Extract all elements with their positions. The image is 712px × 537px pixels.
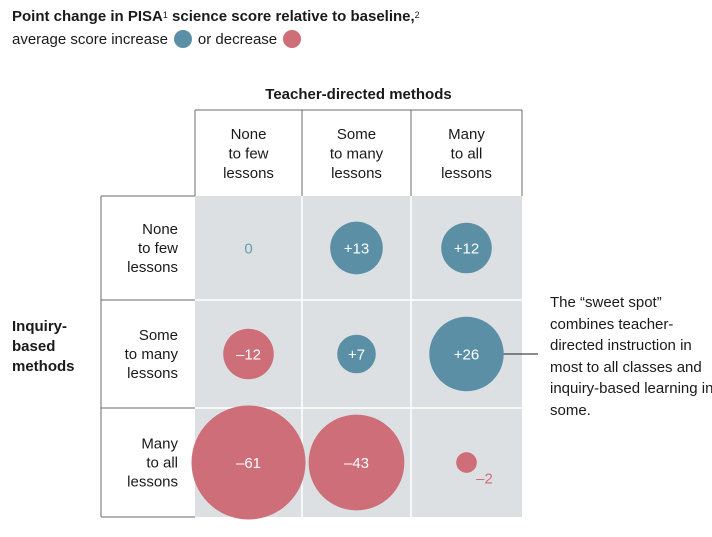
decrease-bubble	[191, 405, 306, 520]
column-header-label: Many	[448, 126, 485, 143]
footnote-marker-1: 1	[162, 10, 168, 20]
column-header-label: None	[231, 126, 267, 143]
increase-bubble	[337, 334, 376, 374]
bubble-value-label: –61	[236, 455, 261, 472]
chart-header: Point change in PISA1 science score rela…	[12, 7, 420, 51]
bubble-value-label: +26	[454, 347, 479, 364]
column-header-label: to many	[330, 146, 384, 163]
column-axis-label: Teacher-directed methods	[265, 86, 451, 103]
row-header-label: lessons	[127, 259, 178, 276]
column-header-label: to few	[228, 146, 268, 163]
bubble-value-label: +13	[344, 241, 369, 258]
bubble-value-label: –43	[344, 455, 369, 472]
row-header-label: Many	[141, 436, 178, 453]
row-header-label: Some	[139, 327, 178, 344]
legend-decrease-label: or decrease	[197, 31, 278, 48]
column-header-label: lessons	[223, 165, 274, 182]
bubble-value-label: –2	[476, 471, 493, 488]
row-header-label: lessons	[127, 474, 178, 491]
bubble-value-label: +12	[454, 241, 479, 258]
bubble-value-label: +7	[348, 347, 365, 364]
decrease-bubble	[456, 452, 477, 473]
legend-decrease-dot	[283, 30, 302, 48]
bubble-value-label: 0	[244, 241, 252, 258]
title-text-continued: science score relative to baseline,	[167, 8, 415, 25]
sweet-spot-callout: The “sweet spot” combines teacher-direct…	[550, 294, 712, 419]
column-header-label: lessons	[441, 165, 492, 182]
row-header-label: to many	[125, 346, 179, 363]
increase-bubble	[441, 222, 492, 274]
row-header-label: to few	[138, 240, 178, 257]
row-header-label: None	[142, 221, 178, 238]
footnote-marker-2: 2	[414, 10, 420, 20]
column-header-label: to all	[451, 146, 483, 163]
row-header-label: lessons	[127, 365, 178, 382]
row-header-label: to all	[146, 455, 178, 472]
column-header-label: Some	[337, 126, 376, 143]
increase-bubble	[429, 316, 504, 392]
row-axis-label-line: methods	[12, 358, 75, 375]
bubble-value-label: –12	[236, 347, 261, 364]
chart-title: Point change in PISA1 science score rela…	[12, 7, 420, 27]
row-axis-label-line: based	[12, 338, 55, 355]
legend-increase-dot	[173, 30, 192, 48]
decrease-bubble	[308, 414, 405, 511]
row-axis-label-line: Inquiry-	[12, 318, 67, 335]
legend-increase-label: average score increase	[12, 31, 168, 48]
column-header-label: lessons	[331, 165, 382, 182]
legend: average score increase or decrease	[12, 29, 420, 51]
title-text: Point change in PISA	[12, 8, 163, 25]
increase-bubble	[330, 221, 383, 275]
decrease-bubble	[223, 328, 274, 380]
